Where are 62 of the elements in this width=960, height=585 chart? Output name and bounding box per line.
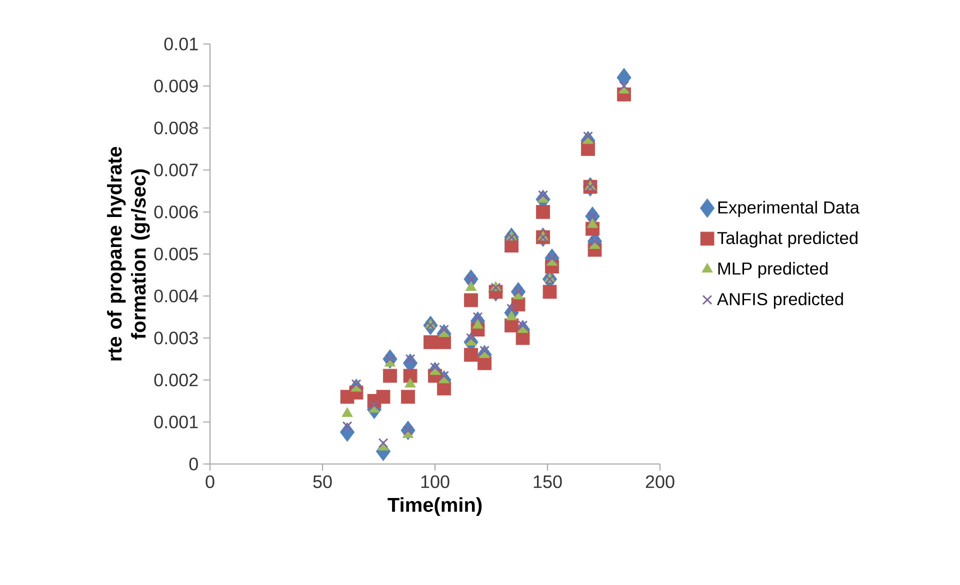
y-tick-label: 0.006 — [154, 206, 198, 218]
point — [466, 281, 476, 291]
point — [466, 333, 476, 343]
point — [464, 348, 478, 362]
point — [385, 354, 395, 364]
point — [480, 346, 490, 356]
point — [538, 190, 548, 200]
point — [342, 407, 353, 417]
y-tick-label: 0.009 — [154, 80, 198, 92]
point — [351, 379, 362, 390]
x-tick-label: 200 — [646, 475, 674, 488]
x-axis-title: Time(min) — [388, 497, 482, 516]
point — [590, 236, 600, 246]
point — [405, 354, 416, 364]
y-tick-label: 0.01 — [164, 38, 198, 50]
point — [376, 390, 390, 404]
point — [513, 286, 524, 297]
point — [342, 421, 352, 432]
point — [472, 312, 483, 322]
point — [518, 320, 528, 330]
y-tick-label: 0.002 — [154, 374, 198, 386]
point — [404, 378, 416, 388]
point — [403, 425, 413, 436]
point — [466, 274, 476, 284]
y-axis-title: rte of propane hydrate formation (gr/sec) — [107, 146, 150, 360]
x-tick-label: 150 — [534, 475, 562, 488]
point — [619, 81, 629, 91]
y-tick-label: 0.004 — [154, 290, 198, 302]
y-tick-label: 0 — [189, 458, 198, 470]
point — [536, 205, 550, 219]
point — [506, 304, 516, 314]
x-tick-label: 100 — [421, 475, 450, 488]
point — [430, 362, 440, 372]
point — [472, 319, 484, 329]
point — [542, 284, 557, 299]
legend-label: Experimental Data — [718, 200, 860, 218]
point — [401, 390, 415, 404]
point — [547, 253, 557, 264]
point — [588, 211, 598, 222]
x-tick-label: 0 — [206, 475, 214, 488]
point — [369, 400, 380, 410]
legend-label: Talaghat predicted — [717, 231, 858, 248]
point — [439, 324, 449, 335]
legend-label: MLP predicted — [718, 262, 828, 278]
legend-label: ANFIS predicted — [716, 292, 843, 309]
y-tick-label: 0.008 — [154, 122, 198, 134]
point — [378, 438, 388, 448]
point — [587, 218, 598, 228]
y-tick-label: 0.001 — [154, 416, 198, 428]
point — [424, 335, 438, 350]
y-tick-label: 0.005 — [154, 248, 198, 260]
point — [464, 293, 478, 308]
point — [506, 310, 517, 320]
point — [383, 368, 397, 383]
point — [581, 142, 595, 156]
point — [439, 370, 449, 381]
x-tick-label: 50 — [313, 475, 332, 488]
point — [437, 335, 451, 350]
point — [478, 356, 492, 370]
y-tick-label: 0.003 — [154, 332, 198, 344]
point — [583, 131, 593, 142]
y-tick-label: 0.007 — [154, 164, 198, 176]
